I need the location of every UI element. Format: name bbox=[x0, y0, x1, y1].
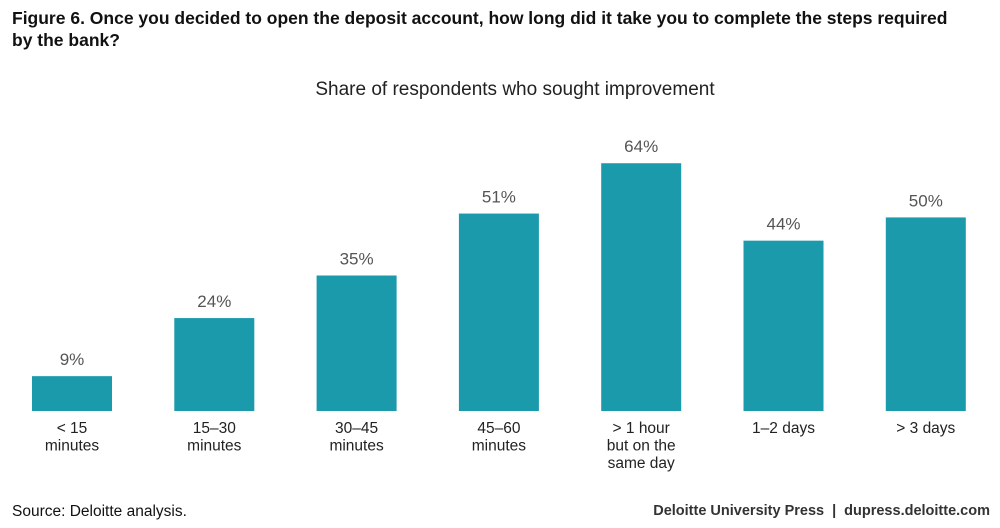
category-label-3: 45–60 minutes bbox=[472, 420, 527, 455]
value-label-6: 50% bbox=[909, 191, 943, 210]
category-label-0: < 15 minutes bbox=[45, 420, 100, 455]
source-note: Source: Deloitte analysis. bbox=[12, 503, 187, 520]
figure-title: Figure 6. Once you decided to open the d… bbox=[12, 8, 948, 50]
bar-0 bbox=[32, 376, 112, 411]
publisher-url: dupress.deloitte.com bbox=[844, 503, 990, 519]
bar-6 bbox=[885, 217, 966, 411]
bar-4 bbox=[601, 163, 682, 411]
chart-title: Share of respondents who sought improvem… bbox=[315, 79, 715, 100]
publisher-credit: Deloitte University Press | dupress.deloit… bbox=[653, 503, 990, 519]
credit-separator: | bbox=[832, 503, 837, 519]
category-label-4: > 1 hour but on the same day bbox=[607, 420, 676, 472]
value-label-3: 51% bbox=[482, 188, 516, 207]
bar-5 bbox=[743, 240, 824, 411]
value-label-0: 9% bbox=[60, 350, 85, 369]
category-label-2: 30–45 minutes bbox=[329, 420, 384, 455]
value-label-4: 64% bbox=[624, 137, 658, 156]
category-label-6: > 3 days bbox=[896, 420, 955, 437]
value-label-1: 24% bbox=[197, 292, 231, 311]
category-label-5: 1–2 days bbox=[752, 420, 815, 437]
value-label-2: 35% bbox=[340, 250, 374, 269]
publisher-name: Deloitte University Press bbox=[653, 503, 825, 519]
bar-3 bbox=[458, 213, 539, 411]
category-label-1: 15–30 minutes bbox=[187, 420, 242, 455]
bar-1 bbox=[174, 318, 255, 411]
value-label-5: 44% bbox=[766, 215, 800, 234]
bar-2 bbox=[316, 275, 397, 411]
